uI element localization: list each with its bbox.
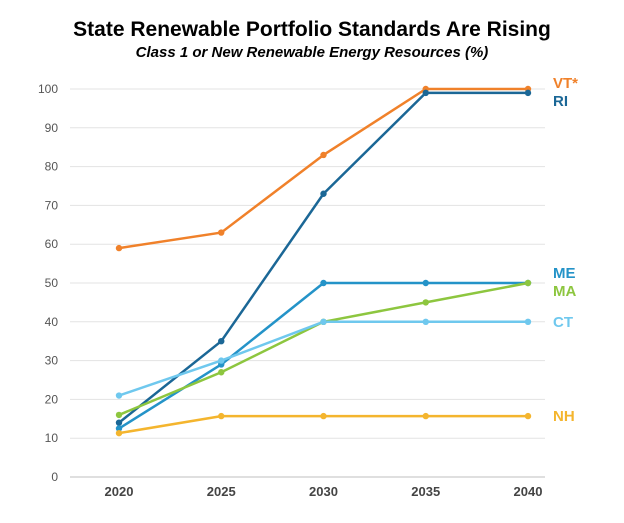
- data-point: [218, 357, 225, 364]
- data-point: [115, 425, 123, 432]
- x-tick-label: 2020: [105, 484, 134, 499]
- y-tick-label: 10: [45, 431, 59, 445]
- chart-subtitle: Class 1 or New Renewable Energy Resource…: [135, 44, 489, 61]
- x-tick-label: 2040: [514, 484, 543, 499]
- data-point: [218, 338, 225, 345]
- data-point: [320, 151, 327, 159]
- data-point: [524, 89, 532, 97]
- data-point: [115, 392, 123, 399]
- y-tick-label: 100: [38, 82, 58, 96]
- series-label: CT: [553, 314, 573, 331]
- y-axis: 0 10 20 30 40 50 60 70 80 90 100: [38, 82, 58, 484]
- data-point: [115, 244, 123, 252]
- data-point: [524, 318, 532, 325]
- series-line-ma: [118, 281, 529, 417]
- data-point: [320, 412, 327, 420]
- data-point: [218, 412, 225, 420]
- series-lines: [118, 87, 529, 435]
- y-tick-label: 50: [45, 276, 59, 290]
- data-point: [422, 89, 429, 97]
- series-label: NH: [553, 408, 575, 425]
- data-point: [115, 419, 123, 426]
- x-tick-label: 2025: [207, 484, 236, 499]
- series-line-me: [118, 281, 528, 430]
- data-point: [320, 318, 327, 325]
- data-point: [422, 412, 429, 420]
- y-tick-label: 40: [45, 315, 59, 329]
- series-line-vt: [118, 87, 528, 250]
- data-point: [524, 412, 532, 420]
- series-label: RI: [553, 93, 568, 110]
- series-line-ri: [118, 91, 528, 424]
- series-label: ME: [553, 265, 576, 282]
- data-point: [218, 229, 225, 236]
- data-point: [524, 279, 532, 287]
- series-label: MA: [553, 283, 576, 300]
- x-axis: 2020 2025 2030 2035 2040: [105, 484, 543, 499]
- data-point: [320, 190, 327, 197]
- y-tick-label: 20: [45, 392, 59, 406]
- x-tick-label: 2035: [411, 484, 440, 499]
- series-label: VT*: [553, 75, 578, 92]
- data-point: [422, 318, 429, 325]
- y-tick-label: 30: [45, 354, 59, 368]
- series-line-ct: [118, 320, 528, 397]
- data-point: [422, 279, 429, 287]
- data-point: [115, 429, 123, 437]
- data-point: [320, 279, 327, 287]
- data-point: [422, 299, 429, 306]
- x-tick-label: 2030: [309, 484, 338, 499]
- series-points: [115, 85, 532, 437]
- data-point: [115, 411, 123, 419]
- data-point: [218, 369, 225, 376]
- y-tick-label: 0: [51, 470, 58, 484]
- chart-title: State Renewable Portfolio Standards Are …: [73, 18, 551, 41]
- y-tick-label: 70: [45, 198, 59, 212]
- y-tick-label: 80: [45, 160, 59, 174]
- y-tick-label: 60: [45, 237, 59, 251]
- y-tick-label: 90: [45, 121, 59, 135]
